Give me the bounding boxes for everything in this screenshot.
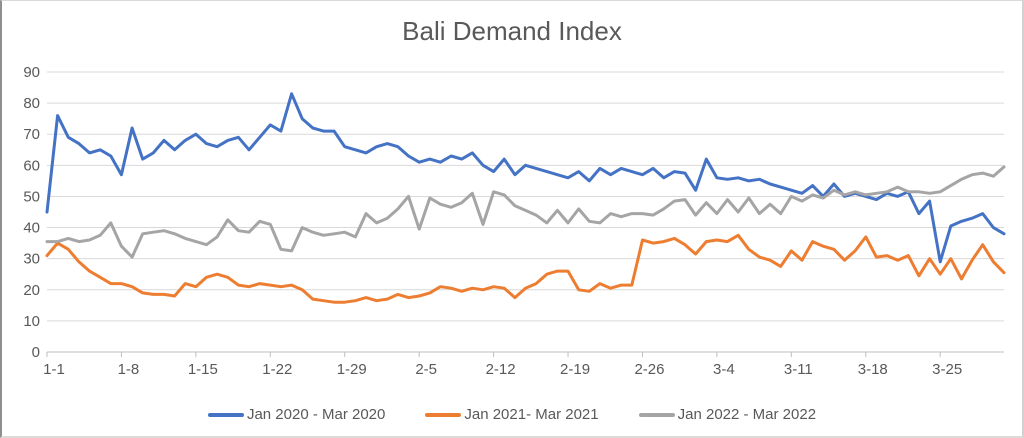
chart-title: Bali Demand Index — [402, 16, 622, 46]
y-axis-tick-label: 70 — [23, 126, 40, 143]
y-axis-tick-label: 0 — [32, 344, 40, 361]
legend-line-swatch — [207, 412, 244, 417]
legend-line-swatch — [425, 412, 462, 417]
y-axis-tick-label: 90 — [23, 64, 40, 81]
legend-label: Jan 2021- Mar 2021 — [464, 406, 599, 423]
y-axis-tick-label: 10 — [23, 313, 40, 330]
legend-label: Jan 2020 - Mar 2020 — [246, 406, 386, 423]
x-axis-tick-label: 1-29 — [337, 361, 367, 378]
y-axis-tick-label: 50 — [23, 188, 40, 205]
legend-item-2[interactable]: Jan 2021- Mar 2021 — [425, 406, 599, 423]
series-line-jan-2021--mar-2021 — [45, 233, 1006, 304]
x-axis-tick-label: 3-11 — [784, 361, 813, 378]
y-axis-tick-label: 40 — [23, 220, 40, 237]
x-axis-tick-label: 1-1 — [43, 361, 65, 378]
legend-label: Jan 2022 - Mar 2022 — [677, 406, 817, 423]
x-axis-tick-label: 2-5 — [415, 361, 437, 378]
x-axis-tick-label: 1-22 — [262, 361, 292, 378]
legend-line-swatch — [638, 412, 675, 417]
y-axis-tick-label: 20 — [23, 282, 40, 299]
legend-item-1[interactable]: Jan 2020 - Mar 2020 — [207, 406, 386, 423]
x-axis-tick-label: 2-19 — [560, 361, 590, 378]
y-axis-tick-label: 30 — [23, 251, 40, 268]
chart-legend: Jan 2020 - Mar 2020 Jan 2021- Mar 2021 Jan… — [2, 406, 1022, 423]
series-line-jan-2020---mar-2020 — [45, 92, 1006, 264]
series-line-jan-2022---mar-2022 — [45, 165, 1006, 259]
x-axis-tick-label: 3-4 — [713, 361, 735, 378]
x-axis-tick-label: 2-12 — [486, 361, 516, 378]
x-axis-tick-label: 1-15 — [188, 361, 218, 378]
x-axis-tick-label: 3-18 — [858, 361, 888, 378]
y-axis-tick-label: 80 — [23, 95, 40, 112]
x-axis-tick-label: 2-26 — [634, 361, 664, 378]
x-axis-tick-label: 1-8 — [118, 361, 140, 378]
y-axis-tick-label: 60 — [23, 157, 40, 174]
x-axis-tick-label: 3-25 — [932, 361, 962, 378]
legend-item-3[interactable]: Jan 2022 - Mar 2022 — [638, 406, 817, 423]
